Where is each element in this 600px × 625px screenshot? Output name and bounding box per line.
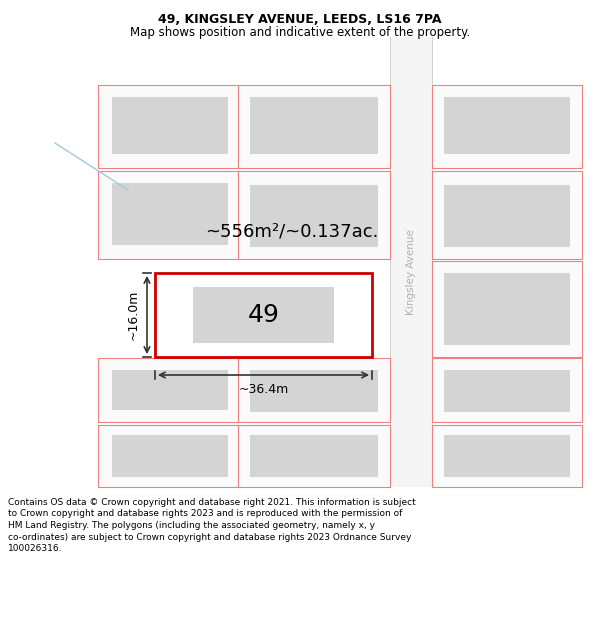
Bar: [432, 358, 582, 422]
Text: Contains OS data © Crown copyright and database right 2021. This information is : Contains OS data © Crown copyright and d…: [8, 498, 416, 507]
Bar: [250, 370, 378, 412]
Bar: [112, 435, 228, 477]
Bar: [250, 435, 378, 477]
Bar: [238, 425, 390, 487]
Text: ~16.0m: ~16.0m: [127, 290, 140, 340]
Text: 49, KINGSLEY AVENUE, LEEDS, LS16 7PA: 49, KINGSLEY AVENUE, LEEDS, LS16 7PA: [158, 13, 442, 26]
Text: Map shows position and indicative extent of the property.: Map shows position and indicative extent…: [130, 26, 470, 39]
Bar: [112, 183, 228, 245]
Text: ~36.4m: ~36.4m: [238, 383, 289, 396]
Bar: [238, 171, 390, 259]
Bar: [432, 171, 582, 259]
Text: HM Land Registry. The polygons (including the associated geometry, namely x, y: HM Land Registry. The polygons (includin…: [8, 521, 375, 530]
Bar: [390, 37, 432, 487]
Text: ~556m²/~0.137ac.: ~556m²/~0.137ac.: [205, 223, 379, 241]
Bar: [238, 358, 390, 422]
Text: 100026316.: 100026316.: [8, 544, 62, 553]
Bar: [193, 287, 334, 343]
Text: Kingsley Avenue: Kingsley Avenue: [406, 229, 416, 315]
Bar: [98, 85, 238, 168]
Bar: [444, 435, 570, 477]
Bar: [250, 97, 378, 154]
Bar: [250, 185, 378, 247]
Text: co-ordinates) are subject to Crown copyright and database rights 2023 Ordnance S: co-ordinates) are subject to Crown copyr…: [8, 532, 412, 541]
Bar: [432, 425, 582, 487]
Bar: [432, 261, 582, 357]
Text: to Crown copyright and database rights 2023 and is reproduced with the permissio: to Crown copyright and database rights 2…: [8, 509, 403, 519]
Bar: [155, 273, 372, 357]
Bar: [112, 370, 228, 410]
Bar: [444, 185, 570, 247]
Bar: [444, 97, 570, 154]
Bar: [98, 425, 238, 487]
Bar: [238, 85, 390, 168]
Bar: [432, 85, 582, 168]
Bar: [444, 273, 570, 345]
Text: 49: 49: [248, 303, 280, 327]
Bar: [112, 97, 228, 154]
Bar: [98, 358, 238, 422]
Bar: [98, 171, 238, 259]
Bar: [444, 370, 570, 412]
